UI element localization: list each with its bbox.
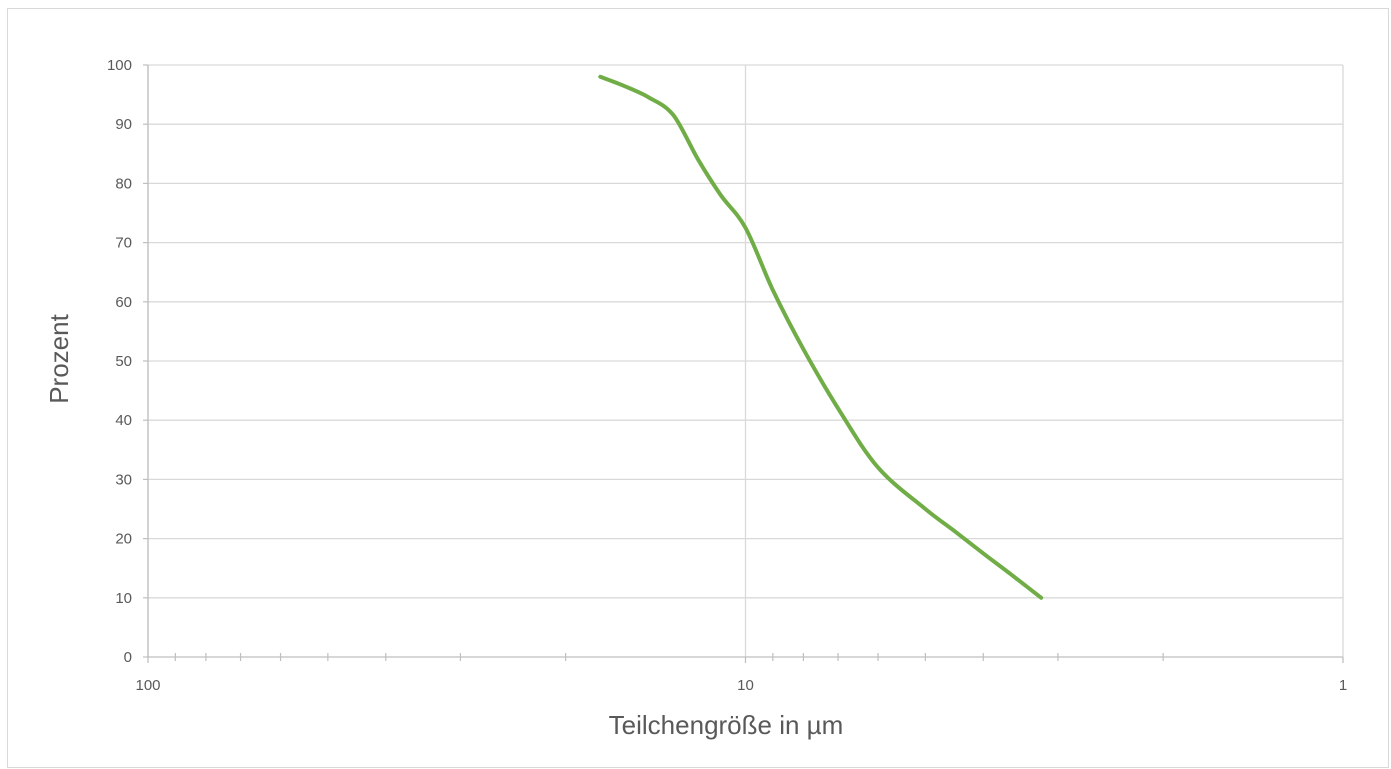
x-tick-label: 10 <box>737 677 754 694</box>
y-tick-label: 30 <box>115 471 132 488</box>
grid-layer <box>147 64 1344 657</box>
y-tick-label: 40 <box>115 412 132 429</box>
chart-frame: 0 10 20 30 40 50 60 70 80 90 100 100 10 1 Teilchengrö… <box>7 8 1389 768</box>
y-tick-label: 60 <box>115 294 132 311</box>
x-tick-label: 100 <box>135 677 160 694</box>
x-tick-label: 1 <box>1339 677 1347 694</box>
y-tick-label: 90 <box>115 116 132 133</box>
y-tick-label: 20 <box>115 531 132 548</box>
x-axis-title: Teilchengröße in µm <box>609 710 844 740</box>
y-axis-title: Prozent <box>44 313 74 403</box>
y-tick-label: 50 <box>115 353 132 370</box>
y-tick-label: 0 <box>124 649 132 666</box>
label-layer: 0 10 20 30 40 50 60 70 80 90 100 100 10 1 <box>107 57 1347 694</box>
y-tick-label: 10 <box>115 590 132 607</box>
y-tick-label: 100 <box>107 57 132 74</box>
chart-svg: 0 10 20 30 40 50 60 70 80 90 100 100 10 1 Teilchengrö… <box>44 57 1347 740</box>
series-line <box>598 74 1044 600</box>
y-tick-label: 70 <box>115 235 132 252</box>
series-layer <box>598 74 1044 600</box>
axis-layer <box>143 64 1344 663</box>
y-tick-label: 80 <box>115 175 132 192</box>
